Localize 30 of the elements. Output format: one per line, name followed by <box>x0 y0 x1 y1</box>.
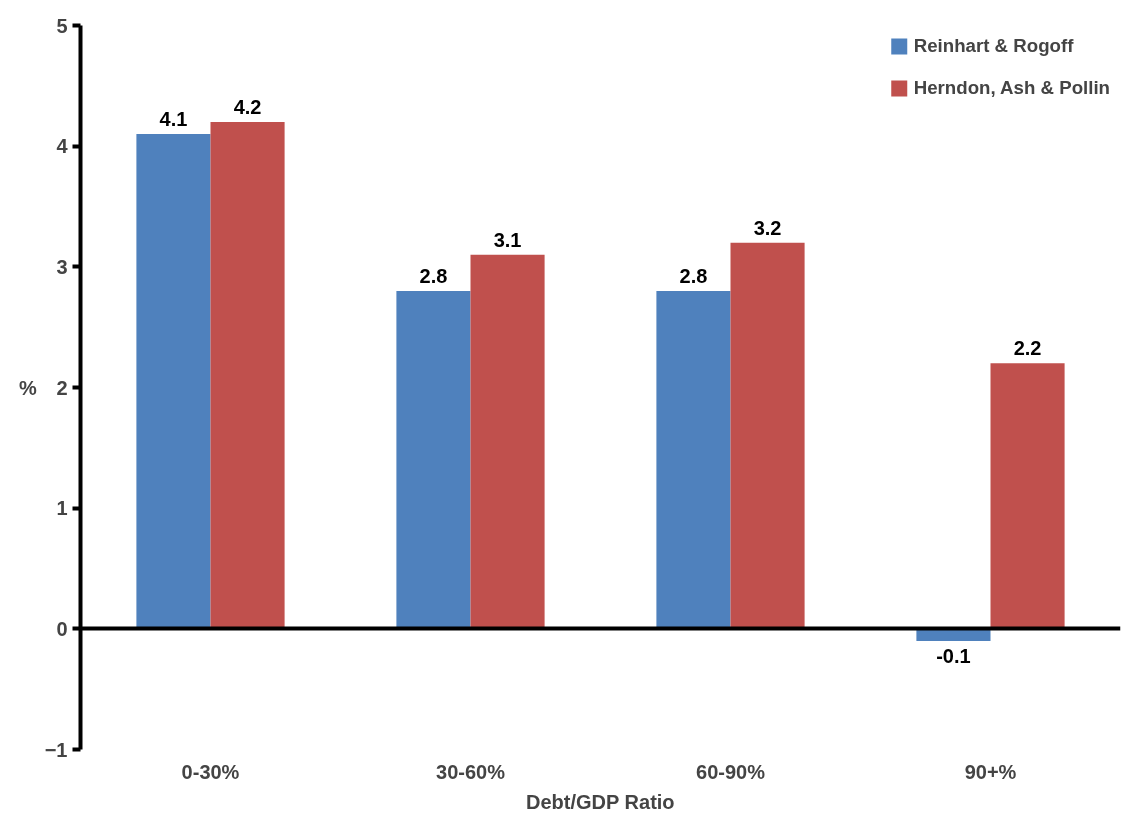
data-label: -0.1 <box>936 644 971 667</box>
legend-label: Reinhart & Rogoff <box>913 35 1074 57</box>
data-label: 4.1 <box>159 108 188 131</box>
y-tick-label: 5 <box>56 14 68 37</box>
bar <box>656 290 731 629</box>
bar <box>730 242 805 629</box>
y-tick-label: 3 <box>56 255 68 278</box>
y-axis-title: % <box>18 376 37 399</box>
bar <box>210 122 285 629</box>
x-tick-label: 30-60% <box>436 760 506 783</box>
y-tick-label: 2 <box>56 376 68 399</box>
bar <box>990 363 1065 629</box>
x-tick-label: 90+% <box>964 760 1017 783</box>
data-label: 2.8 <box>679 264 708 287</box>
x-tick-label: 0-30% <box>181 760 240 783</box>
data-label: 4.2 <box>233 96 262 119</box>
data-label: 3.2 <box>753 216 782 239</box>
y-tick-label: 1 <box>56 497 68 520</box>
data-label: 2.2 <box>1013 337 1042 360</box>
x-axis-title: Debt/GDP Ratio <box>526 790 675 813</box>
bar <box>396 290 471 629</box>
y-tick-label: 4 <box>56 135 69 158</box>
data-label: 2.8 <box>419 264 448 287</box>
y-tick-label: 0 <box>56 617 68 640</box>
data-label: 3.1 <box>493 228 522 251</box>
bar <box>470 254 545 629</box>
y-tick-label: −1 <box>44 738 68 761</box>
legend-label: Herndon, Ash & Pollin <box>913 77 1110 99</box>
bar <box>136 134 211 629</box>
x-tick-label: 60-90% <box>696 760 766 783</box>
